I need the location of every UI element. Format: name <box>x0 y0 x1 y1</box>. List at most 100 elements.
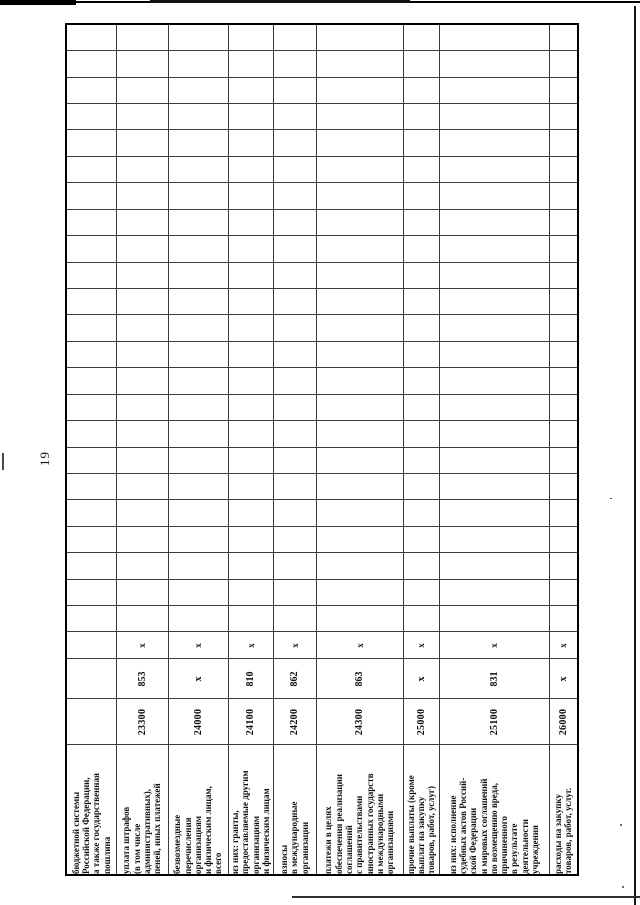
table-row: безвозмездные перечисления организациям и ф… <box>168 24 228 875</box>
empty-data-cell <box>403 367 439 395</box>
budget-classification-code-cell: 862 <box>273 659 316 699</box>
empty-data-cell <box>66 447 116 474</box>
empty-data-cell <box>316 50 403 78</box>
empty-data-cell <box>116 24 168 51</box>
indicator-name-line: деятельности <box>519 819 530 874</box>
empty-data-cell <box>549 77 578 104</box>
empty-data-cell <box>316 209 403 236</box>
empty-data-cell <box>116 367 168 395</box>
empty-data-cell <box>228 526 273 553</box>
empty-data-cell <box>403 262 439 289</box>
empty-data-cell <box>273 367 316 395</box>
indicator-name-line: уплата штрафов <box>121 806 132 874</box>
empty-data-cell <box>66 156 116 183</box>
budget-classification-code-cell <box>66 659 116 699</box>
empty-data-cell <box>549 394 578 421</box>
empty-data-cell <box>116 129 168 157</box>
empty-data-cell <box>66 579 116 606</box>
budget-table-body: бюджетной системы Российской Федерации, а … <box>66 24 578 875</box>
empty-data-cell <box>168 209 228 236</box>
empty-data-cell <box>549 447 578 474</box>
empty-data-cell <box>549 182 578 210</box>
empty-data-cell <box>168 182 228 210</box>
empty-data-cell <box>66 526 116 553</box>
empty-data-cell <box>66 314 116 342</box>
empty-data-cell <box>116 314 168 342</box>
empty-data-cell <box>549 50 578 78</box>
empty-data-cell <box>66 552 116 580</box>
indicator-name-line: иностранных государств <box>364 773 375 874</box>
indicator-name-line: в результате <box>509 823 520 875</box>
empty-data-cell <box>116 341 168 368</box>
empty-data-cell <box>549 209 578 236</box>
budget-classification-code-cell: 863 <box>316 659 403 699</box>
indicator-name-line: по возмещению вреда, <box>488 783 499 874</box>
indicator-name-line: из них: исполнение <box>447 795 458 874</box>
table-row: расходы на закупку товаров, работ, услуг.… <box>549 24 578 875</box>
indicator-name-line: взносы <box>279 844 290 874</box>
empty-data-cell <box>439 447 549 474</box>
empty-data-cell <box>168 129 228 157</box>
empty-data-cell <box>228 103 273 130</box>
empty-data-cell <box>403 605 439 632</box>
empty-data-cell <box>66 605 116 632</box>
indicator-name-line: пеней, иных платежей <box>152 783 163 874</box>
empty-data-cell <box>228 129 273 157</box>
empty-data-cell <box>116 552 168 580</box>
indicator-name-line: и международными <box>374 793 385 874</box>
indicator-name-line: организациями <box>385 810 396 874</box>
empty-data-cell <box>168 605 228 632</box>
scan-speck <box>610 498 612 499</box>
empty-data-cell <box>273 182 316 210</box>
empty-data-cell <box>549 235 578 263</box>
scan-edge-left-dash <box>2 453 4 470</box>
empty-data-cell <box>403 420 439 448</box>
indicator-name-line: и мировых соглашений <box>478 778 489 875</box>
empty-data-cell <box>168 526 228 553</box>
empty-data-cell <box>549 129 578 157</box>
empty-data-cell <box>403 50 439 78</box>
empty-data-cell <box>273 129 316 157</box>
indicator-name-cell: взносы в международные организации <box>273 745 316 875</box>
empty-data-cell <box>116 77 168 104</box>
empty-data-cell <box>168 235 228 263</box>
empty-data-cell <box>116 499 168 527</box>
x-mark-cell: х <box>549 632 578 659</box>
empty-data-cell <box>116 50 168 78</box>
empty-data-cell <box>116 526 168 553</box>
empty-data-cell <box>273 50 316 78</box>
empty-data-cell <box>273 156 316 183</box>
empty-data-cell <box>168 24 228 51</box>
empty-data-cell <box>316 24 403 51</box>
indicator-name-line: пошлина <box>101 836 112 874</box>
empty-data-cell <box>549 605 578 632</box>
indicator-name-line: товаров, работ, услуг) <box>426 786 437 874</box>
indicator-name-cell: прочие выплаты (кроме выплат на закупку то… <box>403 745 439 875</box>
empty-data-cell <box>316 605 403 632</box>
indicator-name-cell: безвозмездные перечисления организациям и ф… <box>168 745 228 875</box>
empty-data-cell <box>439 103 549 130</box>
indicator-name-line: (в том числе <box>131 823 142 874</box>
empty-data-cell <box>66 235 116 263</box>
scan-edge-right-line <box>634 6 636 905</box>
page-number: 19 <box>37 451 52 466</box>
empty-data-cell <box>66 420 116 448</box>
empty-data-cell <box>168 367 228 395</box>
empty-data-cell <box>116 156 168 183</box>
empty-data-cell <box>168 579 228 606</box>
empty-data-cell <box>403 235 439 263</box>
empty-data-cell <box>316 447 403 474</box>
scan-edge-top-left-bar <box>0 0 76 5</box>
empty-data-cell <box>66 367 116 395</box>
x-mark-cell <box>66 632 116 659</box>
empty-data-cell <box>228 367 273 395</box>
empty-data-cell <box>316 499 403 527</box>
x-mark-cell: х <box>116 632 168 659</box>
empty-data-cell <box>403 394 439 421</box>
indicator-name-line: из них: гранты, <box>229 810 240 874</box>
empty-data-cell <box>439 552 549 580</box>
empty-data-cell <box>168 473 228 500</box>
empty-data-cell <box>316 420 403 448</box>
empty-data-cell <box>273 209 316 236</box>
line-code-cell: 24100 <box>228 699 273 745</box>
